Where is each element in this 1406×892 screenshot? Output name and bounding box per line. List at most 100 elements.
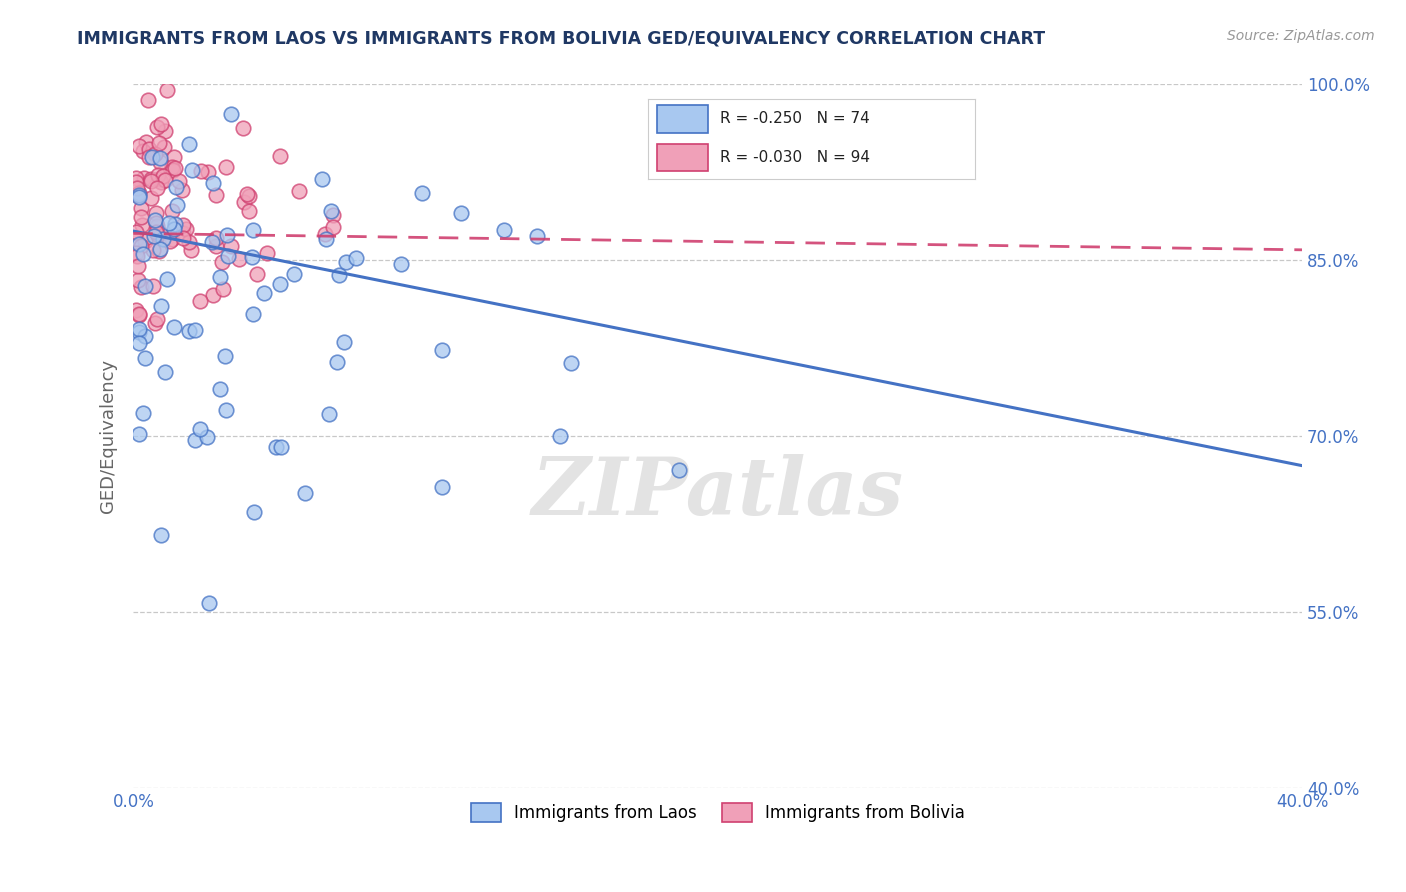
Point: [215, 160, 238, 174]
Point: [328, 268, 350, 282]
Point: [149, 175, 172, 189]
Point: [162, 162, 184, 177]
Point: [148, 227, 170, 242]
Point: [138, 150, 160, 164]
Point: [181, 162, 204, 177]
Point: [163, 151, 186, 165]
Point: [149, 226, 172, 240]
Point: [128, 325, 150, 339]
Point: [314, 227, 336, 242]
Point: [146, 219, 169, 234]
Point: [152, 140, 174, 154]
Point: [217, 227, 239, 242]
Point: [128, 139, 150, 153]
Point: [148, 244, 170, 258]
Point: [149, 116, 172, 130]
Point: [209, 382, 232, 396]
Point: [128, 309, 150, 323]
Point: [131, 144, 153, 158]
Point: [253, 285, 276, 300]
Point: [141, 174, 163, 188]
Point: [256, 246, 278, 260]
Point: [214, 349, 236, 363]
Point: [184, 433, 207, 447]
Point: [232, 195, 254, 210]
Point: [149, 154, 172, 169]
Point: [129, 201, 152, 215]
Point: [125, 302, 148, 317]
Point: [242, 307, 264, 321]
Point: [132, 247, 155, 261]
Point: [129, 211, 152, 225]
Legend: Immigrants from Laos, Immigrants from Bolivia: Immigrants from Laos, Immigrants from Bo…: [464, 797, 972, 830]
Text: IMMIGRANTS FROM LAOS VS IMMIGRANTS FROM BOLIVIA GED/EQUIVALENCY CORRELATION CHAR: IMMIGRANTS FROM LAOS VS IMMIGRANTS FROM …: [77, 29, 1046, 47]
Point: [333, 334, 356, 349]
Point: [127, 181, 149, 195]
Point: [322, 220, 344, 235]
Point: [142, 279, 165, 293]
Point: [153, 365, 176, 379]
Text: Source: ZipAtlas.com: Source: ZipAtlas.com: [1227, 29, 1375, 44]
Point: [155, 83, 177, 97]
Point: [128, 322, 150, 336]
Point: [242, 223, 264, 237]
Point: [153, 123, 176, 137]
Point: [134, 351, 156, 365]
Point: [240, 250, 263, 264]
Point: [200, 235, 222, 250]
Point: [335, 254, 357, 268]
Point: [125, 245, 148, 260]
Point: [146, 312, 169, 326]
Point: [172, 219, 194, 233]
Y-axis label: GED/Equivalency: GED/Equivalency: [100, 359, 117, 514]
Point: [143, 316, 166, 330]
Point: [125, 225, 148, 239]
Point: [142, 243, 165, 257]
Point: [201, 288, 224, 302]
Point: [142, 228, 165, 243]
Point: [128, 426, 150, 441]
Point: [145, 205, 167, 219]
Point: [163, 319, 186, 334]
Point: [526, 229, 548, 244]
Point: [127, 259, 149, 273]
Point: [228, 252, 250, 267]
Point: [211, 255, 233, 269]
Point: [163, 222, 186, 236]
Point: [128, 237, 150, 252]
Point: [198, 596, 221, 610]
Point: [188, 294, 211, 309]
Point: [238, 189, 260, 203]
Point: [129, 238, 152, 252]
Point: [148, 136, 170, 150]
Point: [177, 324, 200, 338]
Point: [163, 217, 186, 231]
Point: [128, 336, 150, 351]
Point: [179, 235, 201, 249]
Point: [152, 169, 174, 184]
Point: [134, 279, 156, 293]
Point: [165, 161, 187, 175]
Point: [204, 231, 226, 245]
Point: [204, 239, 226, 253]
Point: [238, 204, 260, 219]
Point: [217, 249, 239, 263]
Point: [152, 232, 174, 246]
Point: [219, 239, 242, 253]
Point: [235, 187, 257, 202]
Point: [134, 234, 156, 248]
Point: [270, 440, 292, 454]
Point: [128, 190, 150, 204]
Point: [128, 308, 150, 322]
Point: [125, 175, 148, 189]
Point: [128, 186, 150, 201]
Point: [160, 160, 183, 174]
Point: [134, 171, 156, 186]
Point: [127, 249, 149, 263]
Point: [322, 208, 344, 222]
Point: [143, 213, 166, 227]
Point: [139, 191, 162, 205]
Point: [146, 168, 169, 182]
Point: [167, 174, 190, 188]
Point: [131, 218, 153, 232]
